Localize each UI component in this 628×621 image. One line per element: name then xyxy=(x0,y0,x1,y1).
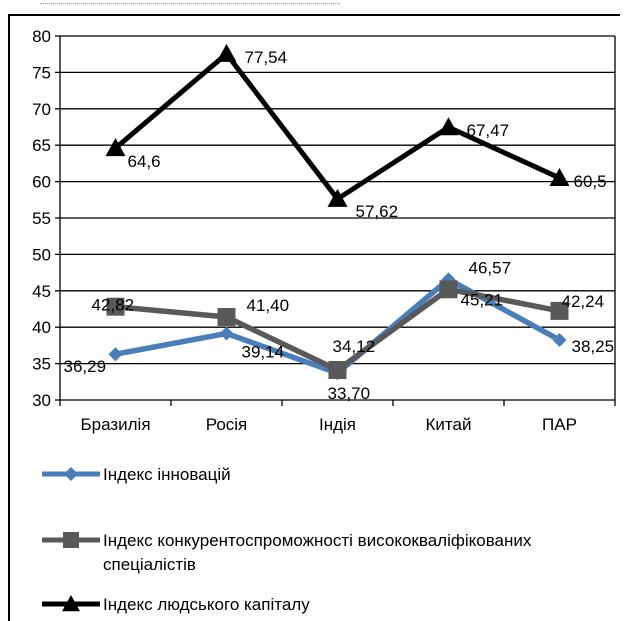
x-tick-label-3: Індія xyxy=(319,415,356,434)
y-tick-label-55: 55 xyxy=(32,209,51,228)
data-label-series-1-4: 46,57 xyxy=(469,258,512,277)
data-label-series-2-3: 34,12 xyxy=(333,337,376,356)
series-3-point-1 xyxy=(105,138,126,157)
legend: Індекс інновацій Індекс конкурентоспромож… xyxy=(42,465,532,614)
data-label-series-1-1: 36,29 xyxy=(64,357,107,376)
series-1-point-5 xyxy=(552,332,567,347)
data-label-series-3-3: 57,62 xyxy=(356,202,399,221)
y-tick-label-45: 45 xyxy=(32,282,51,301)
y-tick-label-60: 60 xyxy=(32,173,51,192)
x-tick-label-1: Бразилія xyxy=(80,415,150,434)
series-2-point-4 xyxy=(439,280,458,299)
data-label-series-1-3: 33,70 xyxy=(328,384,371,403)
series-3-point-5 xyxy=(549,167,570,186)
series-2-point-1 xyxy=(106,297,125,316)
y-tick-label-40: 40 xyxy=(32,318,51,337)
series-3-point-2 xyxy=(216,43,237,62)
y-tick-label-35: 35 xyxy=(32,355,51,374)
x-tick-label-5: ПАР xyxy=(542,415,577,434)
legend-label-1-line-1: Індекс інновацій xyxy=(103,465,231,484)
data-label-series-2-1: 42,82 xyxy=(92,296,135,315)
data-label-series-3-2: 77,54 xyxy=(245,48,288,67)
legend-label-1: Індекс інновацій xyxy=(103,465,231,484)
y-tick-label-30: 30 xyxy=(32,391,51,410)
series-2-point-3 xyxy=(328,361,347,380)
legend-label-2-line-1: Індекс конкурентоспроможності висококвал… xyxy=(103,531,532,550)
data-label-series-2-5: 42,24 xyxy=(562,292,605,311)
legend-marker-2 xyxy=(63,532,79,548)
y-tick-label-70: 70 xyxy=(32,100,51,119)
series-2-point-2 xyxy=(217,308,236,327)
data-label-series-3-5: 60,5 xyxy=(574,172,607,191)
series-3-point-4 xyxy=(438,117,459,136)
legend-label-3-line-1: Індекс людського капіталу xyxy=(103,595,310,614)
data-label-series-3-4: 67,47 xyxy=(467,121,510,140)
y-tick-label-75: 75 xyxy=(32,63,51,82)
legend-label-2-line-2: спеціалістів xyxy=(103,555,196,574)
legend-label-2: Індекс конкурентоспроможності висококвал… xyxy=(103,531,532,574)
y-tick-label-50: 50 xyxy=(32,245,51,264)
series-2-point-5 xyxy=(550,301,569,320)
data-label-series-2-2: 41,40 xyxy=(247,296,290,315)
y-tick-label-65: 65 xyxy=(32,136,51,155)
data-label-series-1-5: 38,25 xyxy=(572,337,615,356)
series-1-point-1 xyxy=(108,347,123,362)
top-strip xyxy=(0,0,628,10)
chart-frame xyxy=(8,14,620,621)
data-labels: 36,29 39,14 33,70 46,57 38,25 42,82 41,40 34,12… xyxy=(64,48,615,403)
series-markers xyxy=(105,43,570,381)
y-tick-label-80: 80 xyxy=(32,27,51,46)
series-1-point-2 xyxy=(219,326,234,341)
series-lines xyxy=(113,51,561,376)
legend-marker-1 xyxy=(64,467,78,481)
series-3-point-3 xyxy=(327,188,348,207)
x-tick-label-4: Китай xyxy=(426,415,472,434)
data-label-series-2-4: 45,21 xyxy=(461,290,504,309)
axes: 30 35 40 45 50 55 60 65 70 75 80 Бразилія Росія Індія… xyxy=(32,27,616,434)
data-label-series-3-1: 64,6 xyxy=(128,152,161,171)
x-tick-label-2: Росія xyxy=(206,415,248,434)
legend-label-3: Індекс людського капіталу xyxy=(103,595,310,614)
data-label-series-1-2: 39,14 xyxy=(242,342,285,361)
gridlines xyxy=(60,35,615,401)
legend-marker-3 xyxy=(62,595,80,612)
cropped-caption-remnant xyxy=(40,0,340,4)
